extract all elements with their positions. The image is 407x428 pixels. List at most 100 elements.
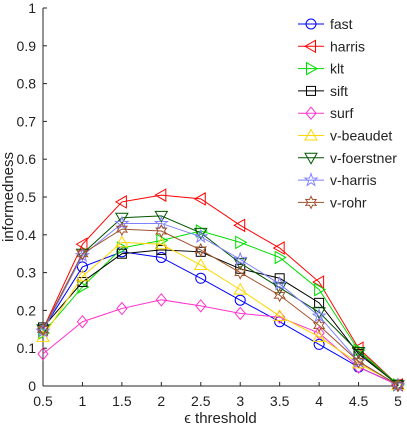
legend-label: v-rohr	[330, 194, 367, 210]
data-point-v-harris	[74, 247, 91, 263]
data-point-v-rohr	[234, 265, 247, 280]
data-point-v-rohr	[115, 222, 129, 237]
y-tick-label: 0	[28, 378, 36, 394]
x-tick-label: 3.5	[270, 393, 290, 409]
data-point-sift	[116, 248, 127, 259]
legend-marker	[306, 85, 316, 96]
data-point-klt	[274, 250, 287, 265]
data-point-klt	[156, 233, 169, 248]
y-tick-label: 0.3	[17, 265, 37, 281]
data-point-surf	[37, 347, 49, 361]
data-point-v-harris	[272, 275, 288, 291]
legend-entry-v-foerstner: v-foerstner	[298, 150, 397, 166]
legend-label: sift	[330, 83, 348, 99]
data-point-v-beaudet	[272, 309, 287, 322]
legend-entry-surf: surf	[298, 105, 353, 121]
data-point-v-harris	[193, 228, 209, 244]
legend-entry-sift: sift	[298, 83, 348, 99]
data-point-v-rohr	[391, 378, 405, 393]
legend-entry-v-beaudet: v-beaudet	[298, 128, 392, 144]
data-point-v-beaudet	[233, 282, 248, 295]
data-point-fast	[195, 272, 207, 284]
data-point-v-rohr	[352, 354, 365, 369]
data-point-sift	[156, 244, 167, 255]
legend-label: fast	[330, 16, 353, 32]
data-point-v-beaudet	[391, 377, 405, 390]
y-tick-label: 0.8	[17, 76, 37, 92]
data-point-v-rohr	[194, 242, 207, 258]
data-point-v-beaudet	[193, 258, 208, 271]
series-line-harris	[42, 194, 399, 386]
data-point-fast	[234, 294, 246, 306]
data-point-harris	[272, 241, 285, 255]
x-axis-label: ϵ threshold	[184, 410, 257, 427]
data-point-v-foerstner	[115, 212, 129, 225]
legend-entry-harris: harris	[298, 38, 365, 54]
data-point-v-harris	[232, 251, 248, 266]
y-tick-label: 0.9	[17, 38, 37, 54]
series-harris	[35, 188, 403, 392]
data-point-harris	[75, 237, 88, 252]
x-tick-label: 4	[315, 393, 323, 409]
data-point-surf	[313, 326, 325, 340]
data-point-v-foerstner	[193, 227, 208, 240]
series-v-rohr	[36, 222, 405, 393]
x-tick-label: 4.5	[349, 393, 369, 409]
legend-marker	[304, 128, 318, 141]
legend-entry-v-rohr: v-rohr	[298, 194, 367, 210]
x-tick-label: 1.5	[112, 393, 132, 409]
data-point-klt	[235, 235, 248, 250]
legend-marker	[305, 106, 317, 120]
plot-background	[43, 8, 398, 386]
y-tick-label: 1	[28, 0, 36, 16]
data-point-v-beaudet	[115, 235, 129, 248]
data-point-surf	[76, 314, 89, 329]
data-point-surf	[116, 301, 128, 316]
legend-marker	[306, 61, 319, 76]
data-point-v-rohr	[36, 322, 50, 337]
data-point-v-harris	[35, 323, 51, 338]
data-point-v-rohr	[273, 288, 286, 303]
data-point-harris	[312, 275, 325, 289]
data-point-v-rohr	[312, 318, 326, 333]
data-point-fast	[155, 251, 167, 263]
data-point-harris	[154, 188, 167, 202]
y-tick-label: 0.6	[17, 151, 37, 167]
data-point-harris	[193, 192, 206, 206]
y-axis-label: informedness	[0, 152, 17, 242]
legend-marker	[304, 195, 318, 210]
data-point-v-beaudet	[75, 269, 90, 282]
x-tick-label: 1	[79, 393, 87, 409]
legend-marker	[303, 172, 319, 187]
data-point-v-rohr	[76, 246, 89, 261]
legend-marker	[305, 18, 317, 30]
y-tick-label: 0.1	[17, 340, 37, 356]
x-tick-label: 2	[157, 393, 165, 409]
data-point-klt	[116, 241, 129, 255]
data-point-v-harris	[114, 215, 130, 230]
data-point-harris	[233, 218, 246, 233]
series-line-v-harris	[42, 222, 399, 386]
legend-label: v-harris	[330, 172, 377, 188]
legend-label: v-beaudet	[330, 128, 392, 144]
x-tick-label: 3	[236, 393, 244, 409]
x-tick-label: 2.5	[191, 393, 211, 409]
plot-area	[42, 8, 398, 387]
data-point-sift	[77, 277, 88, 288]
data-point-fast	[76, 261, 88, 273]
ticks-layer: 0.5 1 1.5 2 2.5 3 3.5 4 4.5 5 0 0.1 0.2 0.3 0.4 0.5 0.6 0…	[17, 0, 403, 409]
data-point-surf	[195, 299, 207, 313]
series-line-sift	[42, 249, 399, 386]
y-tick-label: 0.4	[17, 227, 37, 243]
series-line-v-beaudet	[42, 241, 399, 386]
series-line-v-rohr	[42, 228, 399, 386]
data-point-v-rohr	[155, 223, 168, 239]
data-point-surf	[155, 293, 167, 307]
y-tick-label: 0.2	[17, 302, 37, 318]
data-point-v-beaudet	[154, 237, 169, 250]
data-point-v-beaudet	[312, 329, 326, 342]
legend: fast harris klt sift surf v-beaudet v-foerstne…	[298, 16, 397, 210]
x-tick-label: 0.5	[33, 393, 53, 409]
data-point-klt	[314, 282, 327, 297]
